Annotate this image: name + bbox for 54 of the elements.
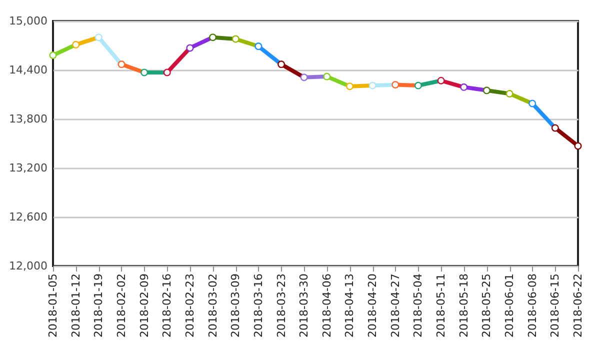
x-tick-label: 2018-05-25 <box>480 274 494 338</box>
x-tick-label: 2018-03-02 <box>206 274 220 338</box>
point <box>506 90 514 98</box>
point <box>300 74 308 82</box>
x-tick-label: 2018-04-13 <box>343 274 356 338</box>
point <box>460 83 468 91</box>
point <box>186 44 194 52</box>
point <box>392 80 400 88</box>
x-tick-label: 2018-03-30 <box>298 274 311 338</box>
x-tick-label: 2018-03-09 <box>229 274 242 338</box>
point <box>437 76 445 84</box>
point <box>346 82 354 90</box>
point <box>414 82 422 90</box>
x-tick-label: 2018-03-23 <box>274 274 288 338</box>
x-tick-label: 2018-02-02 <box>114 274 128 338</box>
y-tick-label: 15,000 <box>9 14 48 28</box>
point <box>163 68 171 76</box>
x-tick-label: 2018-05-18 <box>457 274 470 338</box>
x-tick-label: 2018-04-20 <box>366 274 380 338</box>
x-tick-label: 2018-06-22 <box>572 274 584 338</box>
point <box>254 42 262 50</box>
point <box>574 142 582 150</box>
point <box>528 100 536 108</box>
point <box>482 86 490 94</box>
x-tick-label: 2018-01-12 <box>69 274 82 338</box>
x-tick-label: 2018-06-01 <box>503 274 516 338</box>
x-tick-label: 2018-06-08 <box>526 274 539 338</box>
x-tick-label: 2018-02-16 <box>160 274 174 338</box>
point <box>551 124 559 132</box>
y-tick-label: 14,400 <box>9 64 48 76</box>
point <box>232 35 240 43</box>
point <box>49 52 57 60</box>
x-tick-label: 2018-02-09 <box>138 274 151 338</box>
point <box>368 82 376 90</box>
point <box>140 68 148 76</box>
x-tick-label: 2018-01-19 <box>92 274 106 338</box>
x-tick-label: 2018-06-15 <box>548 274 562 338</box>
point <box>94 34 102 42</box>
y-tick-label: 12,600 <box>9 210 48 224</box>
x-tick-label: 2018-04-06 <box>320 274 334 338</box>
point <box>323 72 331 80</box>
x-tick-label: 2018-03-16 <box>252 274 265 338</box>
point <box>209 34 217 42</box>
x-tick-label: 2018-04-27 <box>388 274 402 338</box>
x-tick-label: 2018-05-11 <box>434 274 448 338</box>
point <box>72 40 80 48</box>
point <box>118 60 126 68</box>
y-tick-label: 12,000 <box>9 260 48 272</box>
x-tick-label: 2018-01-05 <box>46 274 60 338</box>
point <box>278 60 286 68</box>
x-tick-label: 2018-05-04 <box>412 274 425 338</box>
x-tick-label: 2018-02-23 <box>183 274 196 338</box>
y-tick-label: 13,200 <box>9 162 48 174</box>
y-tick-label: 13,800 <box>9 112 48 126</box>
